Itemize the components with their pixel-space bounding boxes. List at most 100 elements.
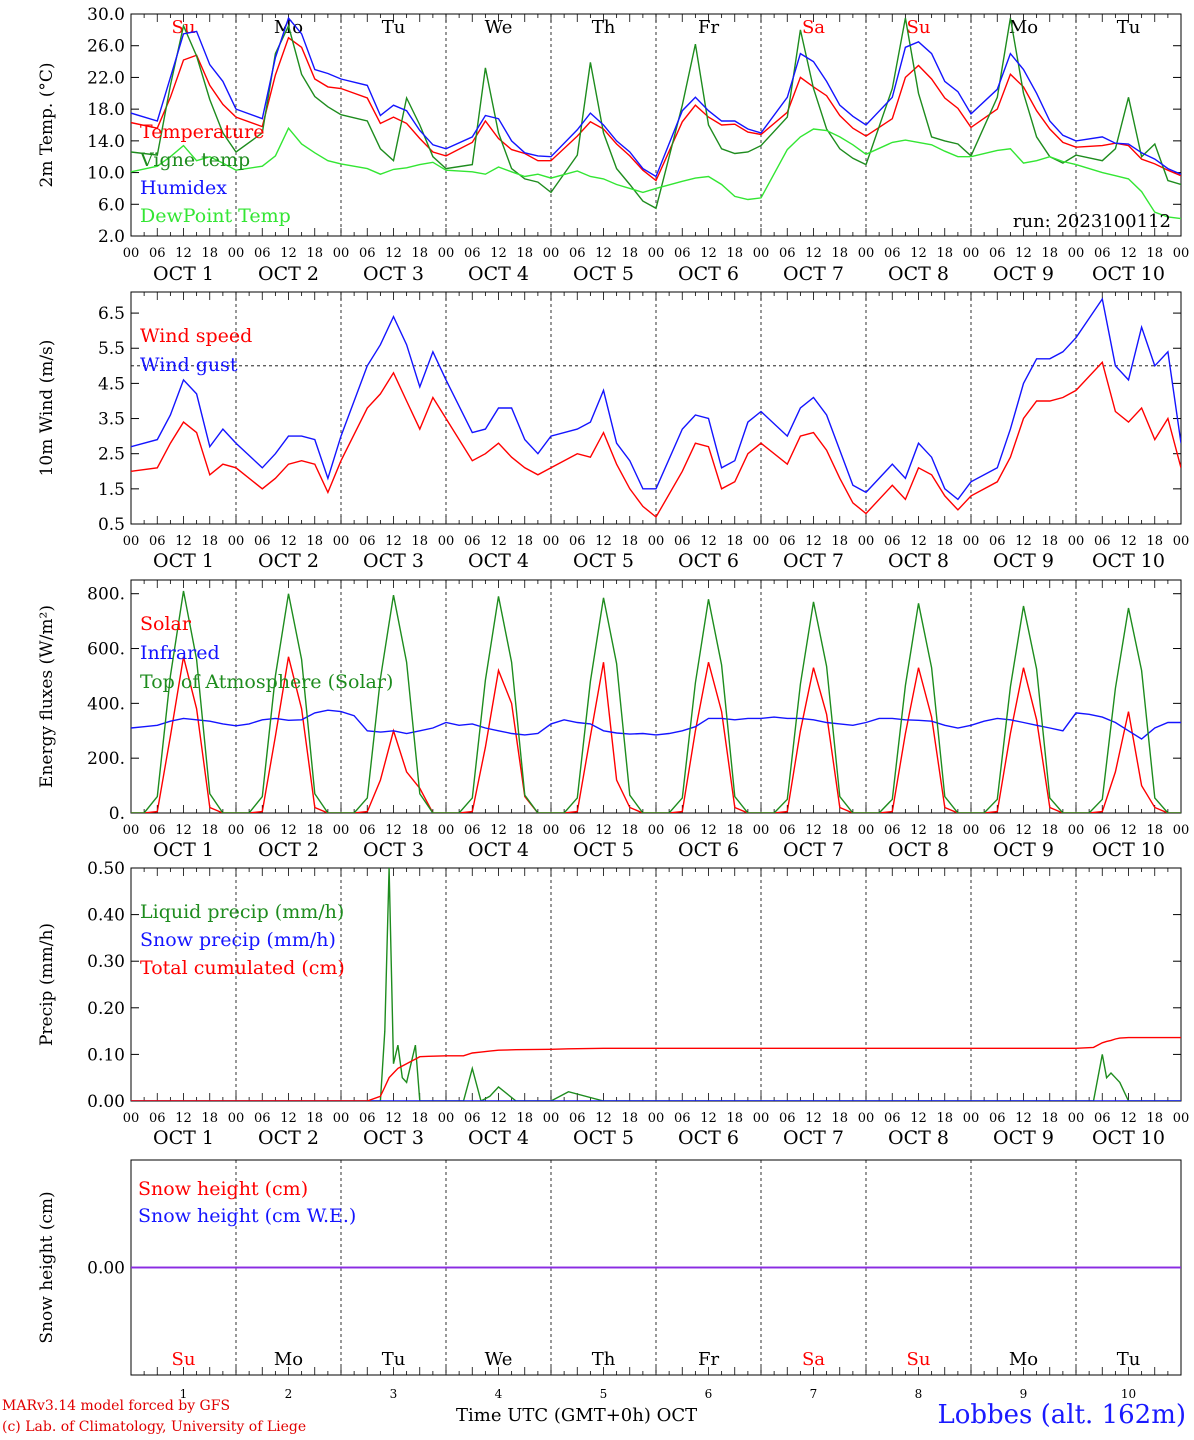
hour-tick-label: 12 xyxy=(1120,246,1137,261)
hour-tick-label: 18 xyxy=(201,534,218,549)
y-tick-label: 6.0 xyxy=(98,195,125,215)
weekday-label: Th xyxy=(592,1349,616,1370)
hour-tick-label: 06 xyxy=(464,246,481,261)
hour-tick-label: 06 xyxy=(1094,1111,1111,1126)
hour-tick-label: 12 xyxy=(280,1111,297,1126)
hour-tick-label: 00 xyxy=(648,823,665,838)
hour-tick-label: 06 xyxy=(989,823,1006,838)
hour-tick-label: 12 xyxy=(595,823,612,838)
date-label: OCT 6 xyxy=(678,550,739,572)
hour-tick-label: 06 xyxy=(884,246,901,261)
panel-3: 0. 200. 400. 600. 800. Energy fluxes (W/m²) 00… xyxy=(37,579,1189,861)
hour-tick-label: 12 xyxy=(700,246,717,261)
legend-entry: Snow height (cm W.E.) xyxy=(138,1205,356,1227)
hour-tick-label: 00 xyxy=(963,1111,980,1126)
date-label: OCT 2 xyxy=(258,1127,319,1149)
weekday-label: We xyxy=(485,17,513,38)
hour-tick-label: 06 xyxy=(359,823,376,838)
series-line xyxy=(131,36,1181,182)
y-tick-label: 14.0 xyxy=(87,132,125,152)
hour-tick-label: 12 xyxy=(700,534,717,549)
legend-entry: Snow height (cm) xyxy=(138,1178,308,1200)
hour-tick-label: 00 xyxy=(333,1111,350,1126)
date-label: OCT 10 xyxy=(1092,550,1165,572)
hour-tick-label: 06 xyxy=(464,823,481,838)
hour-tick-label: 00 xyxy=(963,823,980,838)
date-label: OCT 7 xyxy=(783,550,844,572)
hour-tick-label: 12 xyxy=(280,534,297,549)
hour-tick-label: 12 xyxy=(385,246,402,261)
hour-tick-label: 06 xyxy=(149,823,166,838)
hour-tick-label: 18 xyxy=(516,823,533,838)
hour-tick-label: 18 xyxy=(1146,534,1163,549)
hour-tick-label: 18 xyxy=(831,823,848,838)
date-label: OCT 2 xyxy=(258,839,319,861)
weekday-label: Tu xyxy=(1117,17,1141,38)
hour-tick-label: 18 xyxy=(726,534,743,549)
weekday-label: Sa xyxy=(802,1349,825,1370)
hour-tick-label: 18 xyxy=(726,823,743,838)
hour-tick-label: 00 xyxy=(543,823,560,838)
hour-tick-label: 12 xyxy=(490,534,507,549)
date-label: OCT 10 xyxy=(1092,263,1165,285)
hour-tick-label: 06 xyxy=(884,534,901,549)
y-tick-label: 0.40 xyxy=(87,906,125,926)
hour-tick-label: 18 xyxy=(831,534,848,549)
weekday-label: Mo xyxy=(274,1349,303,1370)
date-label: OCT 5 xyxy=(573,263,634,285)
day-number-label: 5 xyxy=(600,1387,608,1401)
hour-tick-label: 00 xyxy=(123,246,140,261)
weekday-label: Fr xyxy=(698,1349,719,1370)
date-label: OCT 9 xyxy=(993,1127,1054,1149)
hour-tick-label: 00 xyxy=(228,534,245,549)
hour-tick-label: 12 xyxy=(595,246,612,261)
hour-tick-label: 12 xyxy=(1120,823,1137,838)
hour-tick-label: 06 xyxy=(674,534,691,549)
hour-tick-label: 18 xyxy=(831,1111,848,1126)
date-label: OCT 6 xyxy=(678,263,739,285)
legend-entry: Wind gust xyxy=(140,354,238,376)
panel-1: 2.0 6.0 10.0 14.0 18.0 22.0 26.0 30.0 2m Temp. (… xyxy=(37,5,1189,285)
hour-tick-label: 00 xyxy=(963,534,980,549)
date-label: OCT 9 xyxy=(993,263,1054,285)
hour-tick-label: 06 xyxy=(674,246,691,261)
weekday-label: Mo xyxy=(1009,1349,1038,1370)
weekday-label: Th xyxy=(592,17,616,38)
legend-entry: Solar xyxy=(140,613,192,635)
hour-tick-label: 00 xyxy=(123,823,140,838)
hour-tick-label: 00 xyxy=(333,246,350,261)
hour-tick-label: 06 xyxy=(254,1111,271,1126)
y-axis-label: Energy fluxes (W/m²) xyxy=(37,605,57,788)
hour-tick-label: 18 xyxy=(936,534,953,549)
hour-tick-label: 18 xyxy=(516,534,533,549)
weekday-label: Fr xyxy=(698,17,719,38)
y-axis-label: 2m Temp. (°C) xyxy=(37,62,57,187)
series-line xyxy=(131,360,1181,519)
date-label: OCT 1 xyxy=(153,550,214,572)
hour-tick-label: 00 xyxy=(858,246,875,261)
hour-tick-label: 12 xyxy=(805,1111,822,1126)
legend-entry: Humidex xyxy=(140,177,227,199)
day-number-label: 7 xyxy=(810,1387,818,1401)
hour-tick-label: 18 xyxy=(306,823,323,838)
hour-tick-label: 00 xyxy=(1173,534,1190,549)
y-tick-label: 4.5 xyxy=(98,374,125,394)
y-tick-label: 0.20 xyxy=(87,999,125,1019)
hour-tick-label: 12 xyxy=(700,823,717,838)
hour-tick-label: 00 xyxy=(1173,246,1190,261)
day-number-label: 6 xyxy=(705,1387,713,1401)
day-number-label: 10 xyxy=(1121,1387,1136,1401)
y-tick-label: 2.5 xyxy=(98,445,125,465)
date-label: OCT 7 xyxy=(783,263,844,285)
legend-entry: Infrared xyxy=(140,642,220,664)
date-label: OCT 6 xyxy=(678,1127,739,1149)
hour-tick-label: 06 xyxy=(569,1111,586,1126)
series-line xyxy=(131,297,1181,501)
hour-tick-label: 12 xyxy=(1015,534,1032,549)
hour-tick-label: 06 xyxy=(254,246,271,261)
hour-tick-label: 18 xyxy=(306,1111,323,1126)
hour-tick-label: 18 xyxy=(411,246,428,261)
weekday-label: Su xyxy=(907,1349,931,1370)
y-axis-label: 10m Wind (m/s) xyxy=(37,340,57,477)
